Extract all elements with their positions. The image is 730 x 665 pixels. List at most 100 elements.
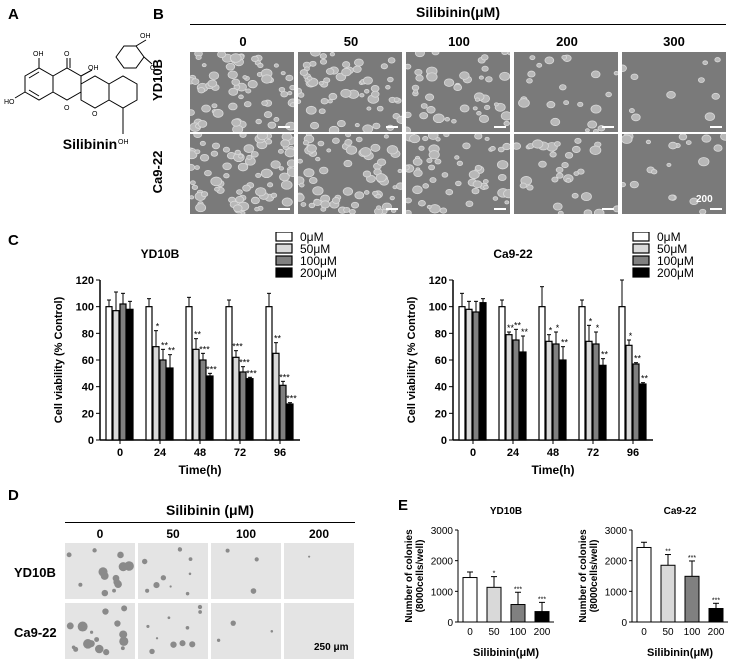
significance-mark: **	[641, 374, 649, 384]
cell-blob	[371, 90, 380, 98]
bar	[636, 546, 652, 623]
cell-blob	[526, 78, 533, 84]
cell-blob	[573, 171, 580, 176]
micrograph-image	[514, 52, 618, 132]
cell-blob	[284, 148, 294, 158]
cell-blob	[345, 145, 358, 155]
colony-image	[65, 603, 135, 659]
cell-blob	[327, 99, 333, 104]
cell-blob	[222, 146, 230, 153]
micrograph-image	[622, 134, 726, 214]
y-tick-label: 20	[435, 408, 447, 420]
significance-mark: **	[561, 338, 569, 348]
significance-mark: **	[161, 340, 169, 350]
x-tick-label: 200	[534, 627, 551, 638]
cell-blob	[310, 52, 321, 57]
cell-blob	[376, 158, 387, 167]
cell-blob	[589, 145, 602, 156]
cell-blob	[370, 84, 380, 93]
atom-o-methoxy: O	[150, 65, 156, 72]
cell-blob	[441, 172, 449, 178]
x-axis-label: Time(h)	[531, 463, 574, 477]
cell-blob	[246, 154, 253, 160]
bar	[538, 306, 546, 441]
cell-blob	[270, 160, 281, 169]
cell-blob	[214, 186, 220, 192]
cell-blob	[342, 61, 351, 68]
scale-bar	[386, 208, 398, 210]
cell-blob	[406, 209, 412, 214]
significance-mark: ***	[239, 358, 250, 368]
cell-blob	[484, 136, 490, 142]
colony-dot	[98, 567, 108, 577]
cell-blob	[472, 180, 483, 189]
cell-blob	[482, 179, 489, 184]
cell-blob	[572, 145, 581, 153]
cell-blob	[622, 181, 626, 188]
cell-blob	[474, 97, 480, 102]
cell-blob	[359, 147, 372, 157]
cell-blob	[557, 210, 564, 214]
colony-dot	[114, 620, 121, 627]
cell-blob	[503, 120, 510, 127]
significance-mark: *	[629, 331, 633, 341]
cell-blob	[426, 204, 432, 209]
x-tick-label: 100	[510, 627, 527, 638]
legend-swatch	[275, 232, 293, 242]
panel-letter-a: A	[8, 6, 19, 23]
micrograph-image	[190, 52, 294, 132]
colony-dot	[92, 548, 97, 553]
bar	[279, 384, 287, 441]
cell-blob	[465, 200, 474, 207]
cell-blob	[504, 200, 510, 205]
significance-mark: ***	[538, 596, 546, 603]
bar	[534, 611, 550, 623]
cell-blob	[319, 53, 327, 60]
cell-blob	[229, 53, 242, 63]
cell-blob	[550, 117, 561, 126]
panel-d-row-yd10b: YD10B	[14, 565, 56, 580]
cell-blob	[478, 75, 484, 80]
cell-blob	[343, 206, 351, 213]
cell-blob	[622, 64, 627, 73]
cell-blob	[563, 100, 570, 106]
colony-image	[138, 543, 208, 599]
cell-blob	[711, 92, 720, 100]
x-tick-label: 0	[467, 627, 473, 638]
cell-blob	[317, 140, 325, 147]
cell-blob	[406, 126, 411, 132]
cell-blob	[385, 85, 391, 90]
cell-blob	[456, 160, 464, 166]
cell-blob	[197, 120, 208, 128]
cell-blob	[445, 189, 454, 196]
ca922-viability-chart: Ca9-22 0 20 40 60 80 100 120 Cell viability (% C…	[406, 232, 694, 477]
cell-blob	[492, 196, 499, 201]
cell-blob	[190, 109, 195, 116]
significance-mark: *	[589, 316, 593, 326]
cell-blob	[413, 169, 423, 178]
y-tick-label: 100	[429, 302, 447, 314]
cell-blob	[194, 165, 200, 170]
colony-dot	[160, 575, 167, 581]
cell-blob	[476, 111, 482, 116]
bar	[145, 306, 153, 441]
cell-blob	[484, 104, 491, 111]
panel-b-title: Silibinin(μM)	[416, 4, 500, 20]
atom-oh-1: OH	[33, 51, 44, 58]
cell-blob	[325, 67, 335, 75]
cell-blob	[622, 134, 633, 144]
cell-blob	[500, 111, 510, 121]
silibinin-structure: OH O HO OH OH O O O OH	[4, 33, 156, 146]
significance-mark: *	[493, 571, 496, 578]
cell-blob	[544, 56, 555, 65]
scale-bar	[494, 208, 506, 210]
cell-blob	[472, 106, 478, 111]
panel-b-conc-0: 0	[239, 34, 247, 49]
cell-blob	[459, 71, 470, 80]
x-tick-label: 0	[117, 447, 123, 459]
cell-blob	[236, 189, 243, 195]
cell-blob	[280, 71, 286, 76]
cell-blob	[409, 134, 421, 144]
